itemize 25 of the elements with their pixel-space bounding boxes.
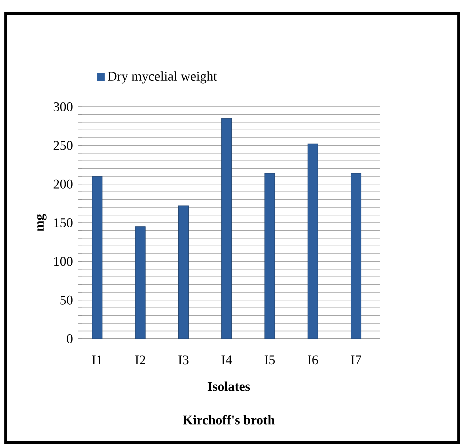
text: Kirchoff's broth [182, 415, 276, 425]
bar [350, 173, 362, 340]
legend-label: Dry mycelial weight [108, 72, 218, 84]
x-axis-title: Isolates [208, 382, 250, 392]
x-tick-label: I5 [264, 356, 276, 365]
y-tick-label: 0 [67, 334, 73, 344]
bar [308, 144, 318, 340]
bar [178, 206, 189, 340]
y-axis-title: mg [37, 214, 47, 232]
x-tick-label: I4 [222, 356, 232, 364]
bar [264, 173, 276, 340]
y-tick-label: 150 [54, 218, 73, 228]
y-tick-label: 50 [60, 296, 73, 305]
x-tick-label: I3 [178, 356, 189, 365]
y-tick-label: 300 [54, 102, 73, 112]
x-tick-label: I1 [92, 356, 102, 365]
y-tick-label: 100 [54, 257, 73, 266]
x-tick-label: I6 [308, 356, 318, 365]
bar [222, 118, 232, 340]
bar [92, 176, 103, 340]
bar [135, 226, 146, 340]
x-tick-label: I7 [351, 356, 362, 364]
y-tick-label: 200 [54, 180, 73, 189]
y-tick-label: 250 [54, 141, 73, 150]
x-tick-label: I2 [135, 356, 146, 365]
